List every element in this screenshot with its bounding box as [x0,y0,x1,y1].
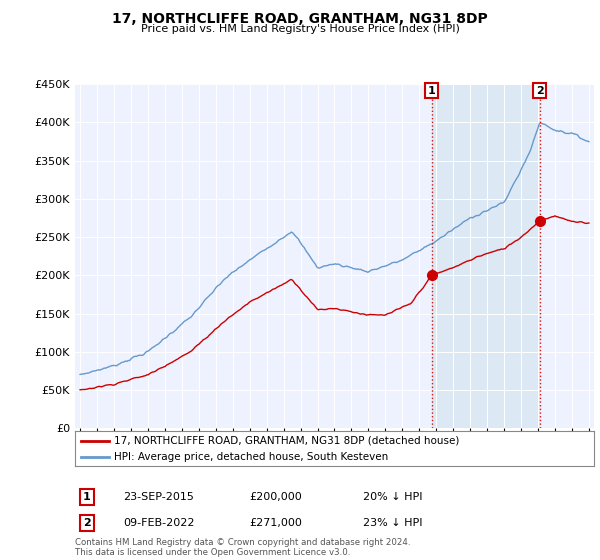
Text: 1: 1 [428,86,436,96]
Text: £271,000: £271,000 [249,518,302,528]
Bar [431,84,540,428]
Text: Contains HM Land Registry data © Crown copyright and database right 2024.
This d: Contains HM Land Registry data © Crown c… [75,538,410,557]
Text: 2: 2 [83,518,91,528]
Text: 17, NORTHCLIFFE ROAD, GRANTHAM, NG31 8DP (detached house): 17, NORTHCLIFFE ROAD, GRANTHAM, NG31 8DP… [114,436,460,446]
Text: 2: 2 [536,86,544,96]
Text: Price paid vs. HM Land Registry's House Price Index (HPI): Price paid vs. HM Land Registry's House … [140,24,460,34]
Text: HPI: Average price, detached house, South Kesteven: HPI: Average price, detached house, Sout… [114,451,388,461]
Text: 17, NORTHCLIFFE ROAD, GRANTHAM, NG31 8DP: 17, NORTHCLIFFE ROAD, GRANTHAM, NG31 8DP [112,12,488,26]
Text: 09-FEB-2022: 09-FEB-2022 [123,518,194,528]
Text: 1: 1 [83,492,91,502]
Text: 23% ↓ HPI: 23% ↓ HPI [363,518,422,528]
Text: £200,000: £200,000 [249,492,302,502]
Text: 23-SEP-2015: 23-SEP-2015 [123,492,194,502]
Text: 20% ↓ HPI: 20% ↓ HPI [363,492,422,502]
